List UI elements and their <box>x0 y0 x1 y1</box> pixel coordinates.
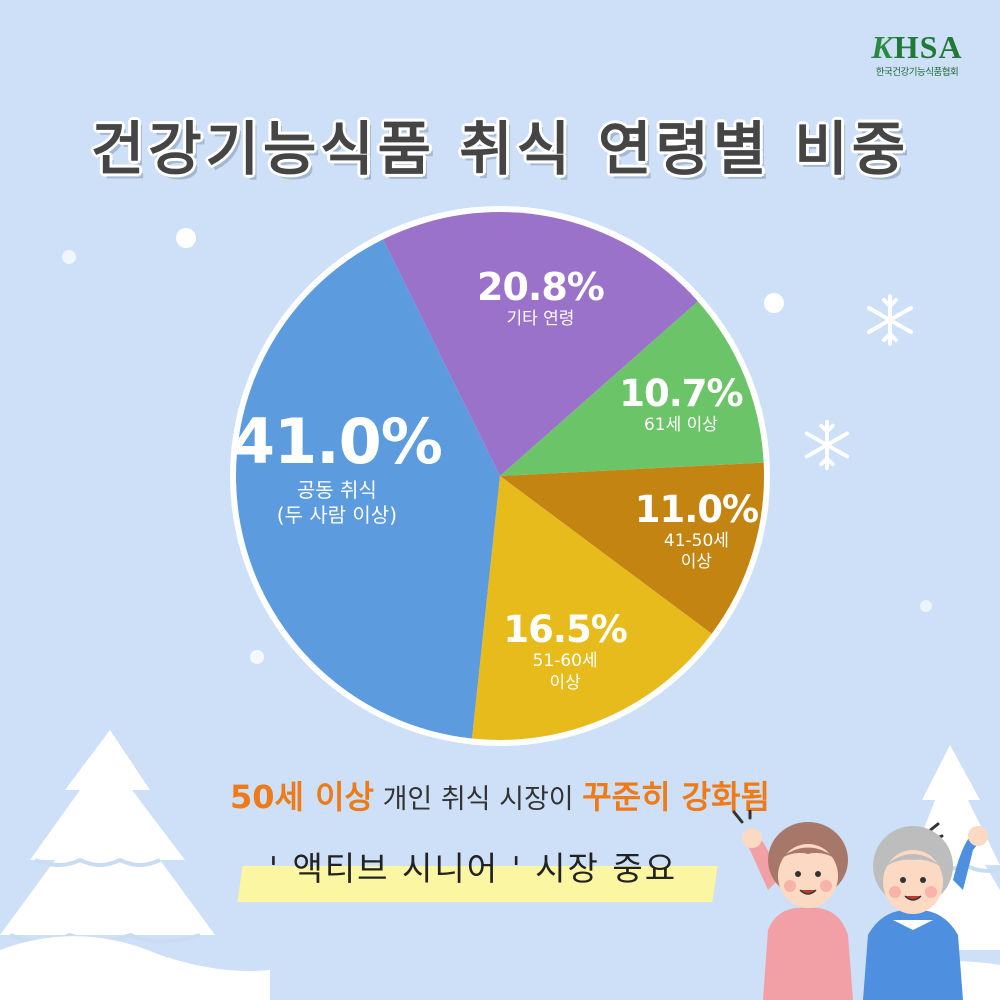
pie-slice <box>500 462 764 634</box>
slice-label: 41.0% 공동 취식 (두 사람 이상) <box>231 405 443 528</box>
page-title: 건강기능식품 취식 연령별 비중 <box>90 115 910 183</box>
slice-category: 61세 이상 <box>643 415 718 436</box>
slice-label: 20.8% 기타 연령 <box>477 265 605 330</box>
slice-percent: 11.0% <box>634 487 759 531</box>
slice-category: (두 사람 이상) <box>276 503 398 528</box>
slice-category: 41-50세 <box>663 530 729 551</box>
senior-couple-illustration <box>732 810 988 1000</box>
snow-dot <box>176 228 196 248</box>
snow-dot <box>920 600 932 612</box>
snow-dot <box>62 250 76 264</box>
active-senior-text: ' 액티브 시니어 ' 시장 중요 <box>268 849 678 888</box>
snowy-tree-left <box>0 730 270 1000</box>
slice-category: 51-60세 <box>532 651 598 672</box>
slice-category: 공동 취식 <box>296 478 377 503</box>
active-senior-banner: ' 액티브 시니어 ' 시장 중요 <box>228 836 718 906</box>
summary-highlight-trend: 꾸준히 강화됨 <box>582 778 770 816</box>
slice-category: 이상 <box>549 672 581 693</box>
snow-dot <box>764 293 784 313</box>
summary-highlight-age: 50세 이상 <box>230 778 374 816</box>
snowflake-icon <box>867 294 913 346</box>
slice-category: 이상 <box>680 551 713 572</box>
slice-label: 11.0% 41-50세 이상 <box>634 487 759 574</box>
khsa-logo: KHSA 한국건강기능식품협회 <box>862 30 972 78</box>
slice-label: 10.7% 61세 이상 <box>619 372 743 436</box>
slice-percent: 41.0% <box>231 405 443 479</box>
slice-percent: 10.7% <box>619 372 743 416</box>
snow-dot <box>250 650 264 664</box>
pie-slice <box>500 301 764 476</box>
snowflake-icon <box>804 419 850 471</box>
summary-middle: 개인 취식 시장이 <box>374 784 583 815</box>
logo-subtitle: 한국건강기능식품협회 <box>875 67 959 78</box>
pie-slice <box>235 239 501 739</box>
slice-category: 기타 연령 <box>506 309 575 330</box>
pie-slice <box>471 476 712 740</box>
summary-line: 50세 이상 개인 취식 시장이 꾸준히 강화됨 <box>0 772 1000 818</box>
slice-percent: 16.5% <box>503 608 627 652</box>
pie-slice <box>383 211 698 476</box>
slice-percent: 20.8% <box>477 265 605 310</box>
slice-label: 16.5% 51-60세 이상 <box>503 608 627 694</box>
